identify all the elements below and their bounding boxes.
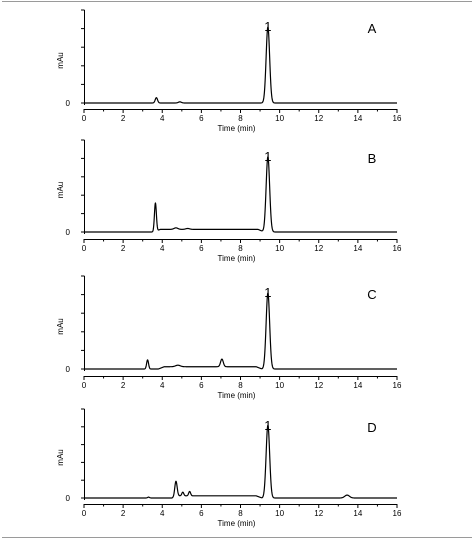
panel-letter: B: [368, 151, 377, 166]
x-tick-label: 0: [82, 509, 87, 518]
x-tick-label: 14: [353, 509, 362, 518]
x-tick-label: 12: [314, 381, 323, 390]
peak-label: 1: [264, 285, 271, 300]
x-tick-label: 8: [238, 381, 243, 390]
x-tick-label: 8: [238, 114, 243, 123]
x-tick-label: 4: [160, 509, 165, 518]
chromatogram-trace: [83, 156, 398, 233]
x-tick-label: 14: [353, 114, 362, 123]
panel-d: 0 mAu 0 2 4 6 8 10 12 14 16 Time (min) 1 D: [56, 408, 402, 528]
x-tick-label: 6: [199, 509, 204, 518]
x-tick-label: 2: [121, 509, 126, 518]
chromatogram-trace: [83, 292, 398, 370]
x-tick-label: 12: [314, 244, 323, 253]
panel-letter: D: [367, 420, 376, 435]
x-tick-label: 12: [314, 509, 323, 518]
x-tick-label: 0: [82, 244, 87, 253]
peak-label: 1: [264, 418, 271, 433]
x-tick-label: 10: [275, 509, 284, 518]
y-tick-label: 0: [66, 99, 71, 108]
panel-b: 0 mAu 0 2 4 6 8 10 12 14 16 Time (min) 1 B: [56, 139, 402, 263]
x-axis-title: Time (min): [218, 124, 256, 133]
x-axis-title: Time (min): [218, 391, 256, 400]
panel-a: 0 mAu 0 2 4 6 8 10 12 14 16 Time (min) 1 A: [56, 9, 402, 133]
x-tick-label: 16: [393, 114, 402, 123]
x-tick-label: 10: [275, 114, 284, 123]
x-tick-label: 16: [393, 244, 402, 253]
panel-letter: A: [368, 21, 377, 36]
x-axis-title: Time (min): [218, 254, 256, 263]
x-tick-label: 10: [275, 381, 284, 390]
x-axis-title: Time (min): [218, 519, 256, 528]
y-tick-label: 0: [66, 365, 71, 374]
x-tick-label: 6: [199, 244, 204, 253]
x-tick-label: 0: [82, 381, 87, 390]
chromatogram-trace: [83, 26, 398, 104]
x-tick-label: 16: [393, 509, 402, 518]
y-axis-title: mAu: [56, 52, 65, 68]
chromatogram-trace: [83, 424, 398, 499]
x-tick-label: 2: [121, 244, 126, 253]
x-tick-label: 4: [160, 244, 165, 253]
x-tick-label: 8: [238, 509, 243, 518]
x-tick-label: 2: [121, 381, 126, 390]
x-tick-label: 8: [238, 244, 243, 253]
x-tick-label: 14: [353, 244, 362, 253]
panel-c: 0 mAu 0 2 4 6 8 10 12 14 16 Time (min) 1 C: [56, 275, 402, 400]
x-tick-label: 4: [160, 381, 165, 390]
x-tick-label: 14: [353, 381, 362, 390]
y-tick-label: 0: [66, 494, 71, 503]
x-tick-label: 12: [314, 114, 323, 123]
panel-letter: C: [367, 287, 376, 302]
peak-label: 1: [264, 149, 271, 164]
x-tick-label: 16: [393, 381, 402, 390]
peak-label: 1: [264, 19, 271, 34]
x-tick-label: 10: [275, 244, 284, 253]
y-axis-title: mAu: [56, 449, 65, 465]
y-axis-title: mAu: [56, 318, 65, 334]
x-tick-label: 6: [199, 114, 204, 123]
x-tick-label: 6: [199, 381, 204, 390]
x-tick-label: 4: [160, 114, 165, 123]
x-tick-label: 2: [121, 114, 126, 123]
x-tick-label: 0: [82, 114, 87, 123]
y-axis-title: mAu: [56, 182, 65, 198]
y-tick-label: 0: [66, 228, 71, 237]
